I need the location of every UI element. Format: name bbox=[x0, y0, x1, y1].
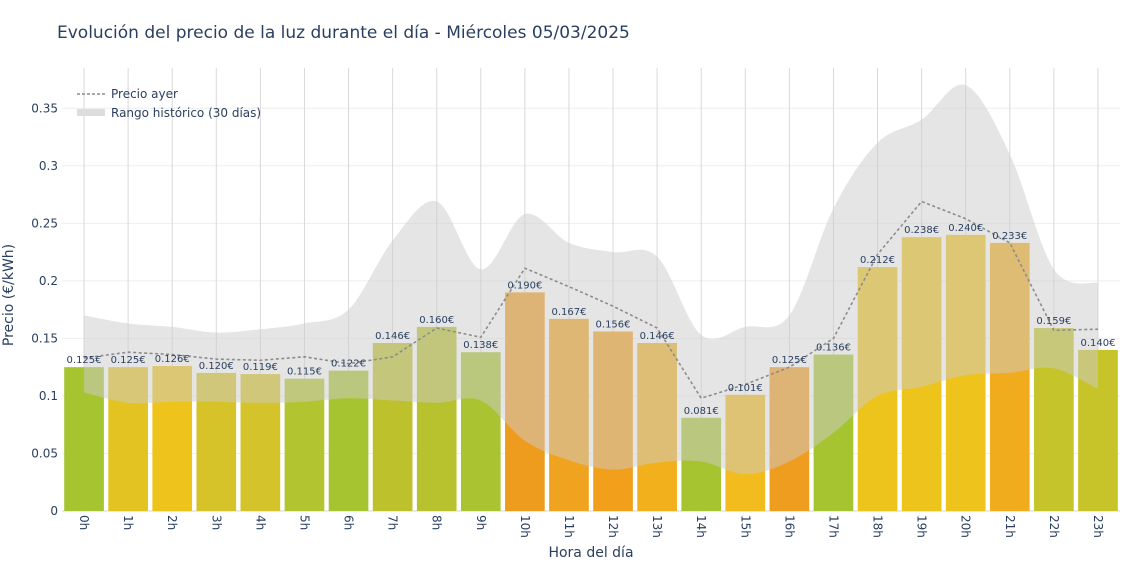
legend-yesterday-label: Precio ayer bbox=[111, 87, 178, 101]
x-tick-label: 8h bbox=[430, 515, 444, 530]
bar-value-label: 0.125€ bbox=[111, 355, 146, 366]
y-tick-label: 0 bbox=[50, 504, 58, 518]
x-tick-label: 9h bbox=[474, 515, 488, 530]
yesterday-price-line bbox=[83, 200, 1098, 400]
x-tick-label: 3h bbox=[209, 515, 223, 530]
bar-value-label: 0.122€ bbox=[331, 359, 366, 370]
x-tick-label: 15h bbox=[738, 515, 752, 538]
y-axis-ticks: 0 0.05 0.1 0.15 0.2 0.25 0.3 0.35 bbox=[31, 101, 58, 518]
bar-value-label: 0.146€ bbox=[375, 331, 410, 342]
bar-value-label: 0.233€ bbox=[992, 231, 1027, 242]
legend: Precio ayer Rango histórico (30 días) bbox=[77, 87, 261, 120]
historical-range-band bbox=[84, 84, 1098, 475]
historical-range-area bbox=[84, 84, 1098, 475]
yesterday-line-path bbox=[83, 200, 1098, 400]
x-tick-label: 23h bbox=[1091, 515, 1105, 538]
x-axis-ticks: 0h 1h 2h 3h 4h 5h 6h 7h 8h 9h 10h 11h 12h 13h 14h 15h 16… bbox=[77, 515, 1105, 538]
x-tick-label: 6h bbox=[342, 515, 356, 530]
bar-value-label: 0.140€ bbox=[1080, 338, 1115, 349]
y-tick-label: 0.15 bbox=[31, 331, 58, 345]
bar-value-label: 0.115€ bbox=[287, 367, 322, 378]
x-tick-label: 0h bbox=[77, 515, 91, 530]
bar-value-label: 0.101€ bbox=[728, 383, 763, 394]
x-tick-label: 14h bbox=[694, 515, 708, 538]
bar-value-labels: 0.125€ 0.125€ 0.126€ 0.120€ 0.119€ 0.115€ 0.12… bbox=[67, 223, 1116, 417]
bar-value-label: 0.119€ bbox=[243, 362, 278, 373]
legend-range-swatch bbox=[77, 109, 105, 116]
bar-value-label: 0.160€ bbox=[419, 315, 454, 326]
bar-value-label: 0.136€ bbox=[816, 343, 851, 354]
x-tick-label: 12h bbox=[606, 515, 620, 538]
bar-value-label: 0.125€ bbox=[67, 355, 102, 366]
bar-value-label: 0.238€ bbox=[904, 225, 939, 236]
bar-value-label: 0.167€ bbox=[551, 307, 586, 318]
x-tick-label: 18h bbox=[871, 515, 885, 538]
y-tick-label: 0.25 bbox=[31, 216, 58, 230]
x-axis-title: Hora del día bbox=[548, 545, 633, 561]
x-tick-label: 20h bbox=[959, 515, 973, 538]
bar-value-label: 0.190€ bbox=[507, 280, 542, 291]
y-tick-label: 0.35 bbox=[31, 101, 58, 115]
y-tick-label: 0.05 bbox=[31, 446, 58, 460]
bar-value-label: 0.126€ bbox=[155, 354, 190, 365]
bar-value-label: 0.159€ bbox=[1036, 316, 1071, 327]
bar-value-label: 0.120€ bbox=[199, 361, 234, 372]
x-tick-label: 16h bbox=[782, 515, 796, 538]
bar-value-label: 0.138€ bbox=[463, 340, 498, 351]
x-tick-label: 10h bbox=[518, 515, 532, 538]
bar-value-label: 0.081€ bbox=[684, 406, 719, 417]
bar-value-label: 0.125€ bbox=[772, 355, 807, 366]
x-tick-label: 13h bbox=[650, 515, 664, 538]
x-tick-label: 21h bbox=[1003, 515, 1017, 538]
y-tick-label: 0.3 bbox=[39, 159, 58, 173]
x-tick-label: 1h bbox=[121, 515, 135, 530]
y-axis-title: Precio (€/kWh) bbox=[1, 244, 17, 346]
x-tick-label: 17h bbox=[826, 515, 840, 538]
x-tick-label: 4h bbox=[253, 515, 267, 530]
x-tick-label: 5h bbox=[297, 515, 311, 530]
x-tick-label: 11h bbox=[562, 515, 576, 538]
y-tick-label: 0.1 bbox=[39, 389, 58, 403]
x-tick-label: 22h bbox=[1047, 515, 1061, 538]
legend-range-label: Rango histórico (30 días) bbox=[111, 106, 261, 120]
x-tick-label: 7h bbox=[386, 515, 400, 530]
bar-value-label: 0.212€ bbox=[860, 255, 895, 266]
bar-value-label: 0.156€ bbox=[596, 319, 631, 330]
bar-value-label: 0.146€ bbox=[640, 331, 675, 342]
y-tick-label: 0.2 bbox=[39, 274, 58, 288]
chart-title: Evolución del precio de la luz durante e… bbox=[57, 23, 630, 43]
x-tick-label: 2h bbox=[165, 515, 179, 530]
x-tick-label: 19h bbox=[915, 515, 929, 538]
bar-value-label: 0.240€ bbox=[948, 223, 983, 234]
